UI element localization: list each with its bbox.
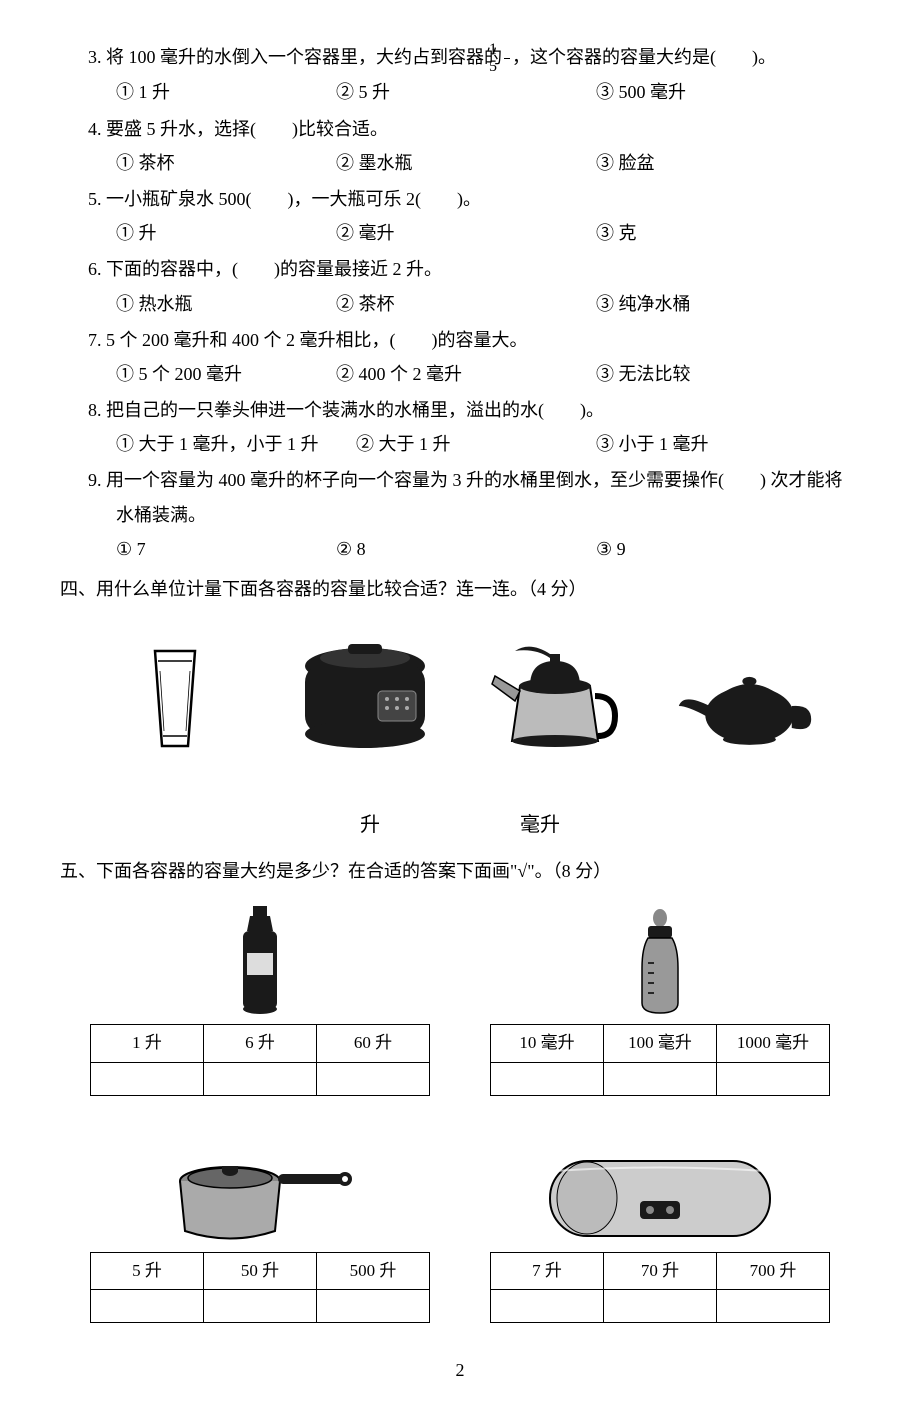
choice-table-2: 5 升 50 升 500 升 [90,1252,430,1323]
match-labels: 升 毫升 [60,806,860,844]
q3-opt2: ② 5 升 [336,75,596,109]
choice-3-2: 700 升 [717,1252,830,1289]
choice-0-1: 6 升 [204,1025,317,1062]
q6-text: 下面的容器中，( )的容量最接近 2 升。 [106,259,442,279]
question-9: 9. 用一个容量为 400 毫升的杯子向一个容量为 3 升的水桶里倒水，至少需要… [88,463,860,566]
q3-num: 3. [88,47,102,67]
choice-0-2: 60 升 [317,1025,430,1062]
q7-text: 5 个 200 毫升和 400 个 2 毫升相比，( )的容量大。 [106,330,528,350]
q4-opt2: ② 墨水瓶 [336,146,596,180]
answer-1-2[interactable] [717,1062,830,1095]
q5-text: 一小瓶矿泉水 500( )，一大瓶可乐 2( )。 [106,189,481,209]
q5-opt1: ① 升 [116,216,336,250]
q7-num: 7. [88,330,102,350]
question-3: 3. 将 100 毫升的水倒入一个容器里，大约占到容器的15，这个容器的容量大约… [88,40,860,110]
q6-opt1: ① 热水瓶 [116,287,336,321]
answer-0-2[interactable] [317,1062,430,1095]
q5-item-water-bottle: 1 升 6 升 60 升 [90,898,430,1095]
page-number: 2 [60,1353,860,1387]
q8-opt1: ① 大于 1 毫升，小于 1 升 [116,427,356,461]
choice-3-1: 70 升 [604,1252,717,1289]
rice-cooker-icon [290,636,440,756]
choice-1-2: 1000 毫升 [717,1025,830,1062]
q3-opt1: ① 1 升 [116,75,336,109]
q9-opt3: ③ 9 [596,532,626,566]
match-row [80,626,840,756]
label-sheng: 升 [360,806,380,844]
choice-0-0: 1 升 [91,1025,204,1062]
q3-text-b: ，这个容器的容量大约是( )。 [512,47,776,67]
answer-0-0[interactable] [91,1062,204,1095]
question-4: 4. 要盛 5 升水，选择( )比较合适。 ① 茶杯 ② 墨水瓶 ③ 脸盆 [88,112,860,180]
choice-table-0: 1 升 6 升 60 升 [90,1024,430,1095]
q5-opt3: ③ 克 [596,216,637,250]
q4-text: 要盛 5 升水，选择( )比较合适。 [106,119,388,139]
section-5-grid: 1 升 6 升 60 升 10 毫升 100 毫升 1000 毫升 [90,898,830,1323]
q9-opt2: ② 8 [336,532,596,566]
q8-text: 把自己的一只拳头伸进一个装满水的水桶里，溢出的水( )。 [106,400,604,420]
q5-num: 5. [88,189,102,209]
q8-opt3: ③ 小于 1 毫升 [596,427,709,461]
choice-table-1: 10 毫升 100 毫升 1000 毫升 [490,1024,830,1095]
q4-opt1: ① 茶杯 [116,146,336,180]
answer-3-1[interactable] [604,1289,717,1322]
glass-icon [100,646,250,756]
q5-item-saucepan: 5 升 50 升 500 升 [90,1126,430,1323]
choice-2-2: 500 升 [317,1252,430,1289]
answer-0-1[interactable] [204,1062,317,1095]
section-5-title: 五、下面各容器的容量大约是多少？在合适的答案下面画"√"。（8 分） [60,854,860,888]
question-5: 5. 一小瓶矿泉水 500( )，一大瓶可乐 2( )。 ① 升 ② 毫升 ③ … [88,182,860,250]
q7-opt1: ① 5 个 200 毫升 [116,357,336,391]
q8-opt2: ② 大于 1 升 [356,427,596,461]
fraction-1-5: 15 [504,42,510,75]
q5-item-baby-bottle: 10 毫升 100 毫升 1000 毫升 [490,898,830,1095]
question-6: 6. 下面的容器中，( )的容量最接近 2 升。 ① 热水瓶 ② 茶杯 ③ 纯净… [88,252,860,320]
q4-opt3: ③ 脸盆 [596,146,655,180]
q4-num: 4. [88,119,102,139]
q9-text: 用一个容量为 400 毫升的杯子向一个容量为 3 升的水桶里倒水，至少需要操作(… [106,470,842,524]
q6-opt3: ③ 纯净水桶 [596,287,691,321]
kettle-icon [480,636,630,756]
q9-num: 9. [88,470,102,490]
q3-opt3: ③ 500 毫升 [596,75,686,109]
answer-1-0[interactable] [491,1062,604,1095]
baby-bottle-icon [630,898,690,1018]
answer-1-1[interactable] [604,1062,717,1095]
question-7: 7. 5 个 200 毫升和 400 个 2 毫升相比，( )的容量大。 ① 5… [88,323,860,391]
q9-opt1: ① 7 [116,532,336,566]
saucepan-icon [160,1126,360,1246]
choice-table-3: 7 升 70 升 700 升 [490,1252,830,1323]
water-heater-icon [540,1126,780,1246]
q8-num: 8. [88,400,102,420]
question-8: 8. 把自己的一只拳头伸进一个装满水的水桶里，溢出的水( )。 ① 大于 1 毫… [88,393,860,461]
choice-3-0: 7 升 [491,1252,604,1289]
teapot-icon [670,656,820,756]
q5-opt2: ② 毫升 [336,216,596,250]
answer-2-0[interactable] [91,1289,204,1322]
q3-text-a: 将 100 毫升的水倒入一个容器里，大约占到容器的 [106,47,502,67]
choice-2-0: 5 升 [91,1252,204,1289]
q7-opt3: ③ 无法比较 [596,357,691,391]
q5-item-water-heater: 7 升 70 升 700 升 [490,1126,830,1323]
answer-2-1[interactable] [204,1289,317,1322]
answer-2-2[interactable] [317,1289,430,1322]
choice-2-1: 50 升 [204,1252,317,1289]
q7-opt2: ② 400 个 2 毫升 [336,357,596,391]
label-haosheng: 毫升 [520,806,560,844]
section-4-title: 四、用什么单位计量下面各容器的容量比较合适？连一连。（4 分） [60,572,860,606]
q6-opt2: ② 茶杯 [336,287,596,321]
choice-1-1: 100 毫升 [604,1025,717,1062]
q6-num: 6. [88,259,102,279]
answer-3-0[interactable] [491,1289,604,1322]
water-bottle-icon [225,898,295,1018]
answer-3-2[interactable] [717,1289,830,1322]
choice-1-0: 10 毫升 [491,1025,604,1062]
